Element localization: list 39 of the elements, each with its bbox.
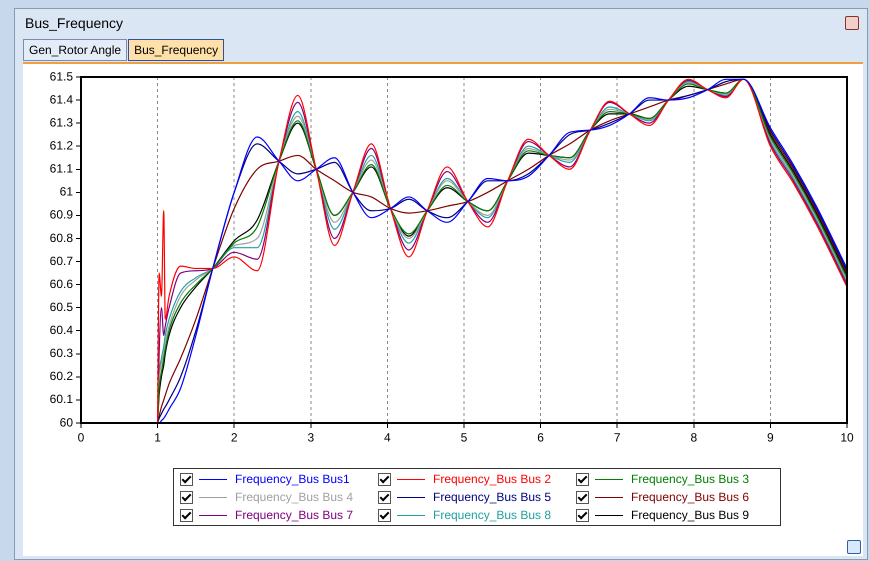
y-tick-label: 60.7 — [50, 254, 74, 268]
y-tick-label: 60.6 — [50, 276, 74, 291]
y-tick-label: 61.2 — [50, 138, 74, 153]
legend-label: Frequency_Bus Bus 2 — [433, 472, 552, 486]
legend-label: Frequency_Bus Bus 7 — [235, 508, 354, 522]
x-tick-label: 0 — [78, 430, 85, 445]
y-tick-label: 60.9 — [50, 208, 74, 222]
y-tick-label: 61 — [60, 184, 74, 199]
x-tick-label: 1 — [154, 430, 162, 445]
legend-label: Frequency_Bus Bus 8 — [433, 508, 552, 522]
x-tick-label: 8 — [690, 430, 698, 445]
legend-label: Frequency_Bus Bus 5 — [433, 490, 552, 504]
y-tick-label: 61.4 — [50, 92, 74, 106]
y-tick-label: 60.8 — [50, 230, 74, 245]
x-tick-label: 10 — [840, 430, 854, 445]
text: Bus_Frequency — [128, 39, 224, 61]
y-tick-label: 61.1 — [50, 162, 74, 176]
y-tick-label: 60.3 — [50, 346, 74, 360]
legend-label: Frequency_Bus Bus1 — [235, 472, 350, 486]
legend-label: Frequency_Bus Bus 3 — [631, 472, 750, 486]
legend-label: Frequency_Bus Bus 9 — [631, 508, 750, 522]
legend-label: Frequency_Bus Bus 6 — [631, 490, 750, 504]
x-tick-label: 5 — [460, 430, 468, 445]
x-tick-label: 7 — [614, 430, 621, 445]
y-tick-label: 60.2 — [50, 369, 74, 384]
x-tick-label: 3 — [307, 430, 314, 445]
text: Gen_Rotor Angle — [23, 39, 128, 61]
y-tick-label: 60 — [60, 415, 74, 430]
y-tick-label: 60.5 — [50, 300, 74, 314]
x-tick-label: 4 — [384, 430, 392, 445]
y-tick-label: 60.4 — [50, 323, 74, 338]
y-tick-label: 60.1 — [50, 392, 74, 406]
x-tick-label: 9 — [767, 430, 774, 445]
x-tick-label: 2 — [230, 430, 238, 445]
legend-label: Frequency_Bus Bus 4 — [235, 490, 354, 504]
y-tick-label: 61.5 — [50, 69, 74, 84]
chart-title: Bus_Frequency — [25, 15, 124, 31]
y-tick-label: 61.3 — [50, 115, 74, 130]
x-tick-label: 6 — [537, 430, 544, 445]
